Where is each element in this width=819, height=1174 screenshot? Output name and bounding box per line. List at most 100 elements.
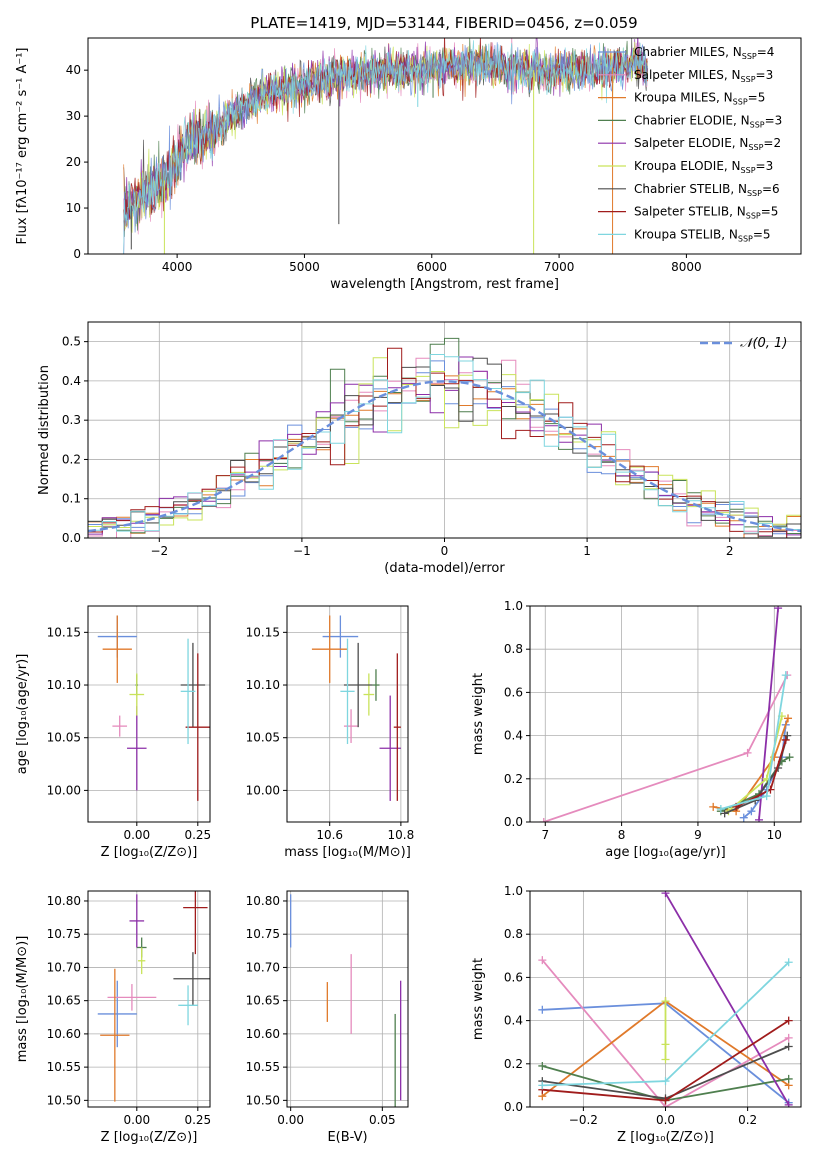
x-tick-label: 5000	[289, 260, 320, 274]
weight-marker	[762, 792, 771, 801]
y-tick-label: 30	[66, 109, 81, 123]
weight-marker	[781, 735, 790, 744]
y-tick-label: 10	[66, 201, 81, 215]
histogram-step	[88, 357, 801, 528]
error-bar-point	[322, 615, 359, 658]
error-bar-point	[102, 615, 132, 683]
y-tick-label: 10.55	[246, 1060, 280, 1074]
histogram-step	[88, 347, 801, 538]
x-tick-label: 0.2	[738, 1113, 757, 1127]
x-tick-label: 0.0	[656, 1113, 675, 1127]
x-tick-label: 0.25	[184, 1113, 211, 1127]
y-tick-label: 10.55	[47, 1060, 81, 1074]
weight-marker	[538, 956, 547, 965]
x-tick-label: 0	[441, 544, 449, 558]
y-tick-label: 10.00	[47, 783, 81, 797]
axes-frame	[87, 605, 211, 823]
weight-marker	[538, 1005, 547, 1014]
y-axis-label: Flux [fλ10⁻¹⁷ erg cm⁻² s⁻¹ A⁻¹]	[15, 48, 30, 245]
weight-vs-age-panel: 7 8 9 10 0.0 0.2 0.4 0.6 0.8 1.0 age [log₁₀(age/yr…	[471, 599, 802, 860]
x-tick-label: 0.00	[277, 1113, 304, 1127]
weight-marker	[661, 1096, 670, 1105]
spectrum-line	[123, 42, 649, 254]
legend-label: Kroupa ELODIE, NSSP=3	[634, 159, 773, 175]
y-tick-label: 0.6	[504, 970, 523, 984]
mass-vs-metallicity-panel: 0.00 0.25 10.50 10.55 10.60 10.65 10.70 10.75 10…	[15, 890, 211, 1145]
error-bar-point	[107, 984, 157, 1011]
error-bar-point	[173, 952, 210, 1006]
error-bar-point	[112, 715, 128, 737]
y-tick-label: 0.4	[504, 1014, 523, 1028]
y-tick-label: 10.60	[47, 1027, 81, 1041]
age-vs-mass-panel: 10.6 10.8 10.00 10.05 10.10 10.15 mass [log₁₀(…	[246, 605, 415, 860]
weight-marker	[538, 1061, 547, 1070]
y-tick-label: 10.05	[47, 731, 81, 745]
legend-label: Kroupa STELIB, NSSP=5	[634, 227, 771, 243]
error-bar-point	[311, 615, 348, 683]
y-tick-label: 10.80	[246, 894, 280, 908]
weight-marker	[784, 1016, 793, 1025]
y-tick-label: 0.2	[62, 452, 81, 466]
weight-marker	[783, 731, 792, 740]
x-tick-label: 9	[694, 828, 702, 842]
x-axis-label: Z [log₁₀(Z/Z⊙)]	[101, 845, 198, 860]
x-tick-label: 0.00	[123, 1113, 150, 1127]
x-tick-label: 0.05	[369, 1113, 396, 1127]
weight-marker	[784, 1033, 793, 1042]
y-tick-label: 1.0	[504, 599, 523, 613]
y-tick-label: 0.0	[504, 1100, 523, 1114]
y-tick-label: 10.10	[246, 678, 280, 692]
legend-label: Salpeter ELODIE, NSSP=2	[634, 136, 781, 152]
weight-marker	[709, 802, 718, 811]
y-tick-label: 40	[66, 63, 81, 77]
y-tick-label: 10.15	[246, 625, 280, 639]
y-tick-label: 10.65	[47, 994, 81, 1008]
mass-vs-extinction-panel: 0.00 0.05 10.50 10.55 10.60 10.65 10.70 10.75 10…	[246, 890, 409, 1145]
weight-line	[664, 892, 790, 1106]
x-axis-label: (data-model)/error	[384, 561, 505, 576]
x-tick-label: 10.6	[316, 828, 343, 842]
weight-marker	[784, 714, 793, 723]
weight-marker	[747, 807, 756, 816]
legend-label: Salpeter STELIB, NSSP=5	[634, 205, 778, 221]
weight-line	[541, 959, 790, 1107]
y-tick-label: 10.10	[47, 678, 81, 692]
error-bar-point	[129, 673, 145, 716]
y-axis-label: mass weight	[471, 673, 486, 755]
weight-marker	[739, 813, 748, 822]
x-tick-label: 10.8	[388, 828, 415, 842]
y-tick-label: 10.60	[246, 1027, 280, 1041]
legend-label: Salpeter MILES, NSSP=3	[634, 68, 773, 84]
error-bar-point	[100, 968, 130, 1102]
x-axis-label: Z [log₁₀(Z/Z⊙)]	[101, 1130, 198, 1145]
axes-frame	[529, 605, 802, 823]
error-bar-point	[183, 891, 208, 955]
weight-vs-metallicity-panel: −0.2 0.0 0.2 0.0 0.2 0.4 0.6 0.8 1.0 Z [log₁₀(Z/Z…	[471, 884, 802, 1145]
y-axis-label: age [log₁₀(age/yr)]	[15, 654, 30, 775]
x-axis-label: E(B-V)	[327, 1130, 367, 1145]
y-tick-label: 10.70	[47, 960, 81, 974]
weight-marker	[781, 671, 790, 680]
x-tick-label: 8	[618, 828, 626, 842]
legend-label: Kroupa MILES, NSSP=5	[634, 91, 765, 107]
weight-marker	[784, 1074, 793, 1083]
error-bar-point	[127, 706, 147, 791]
y-tick-label: 10.75	[47, 927, 81, 941]
x-tick-label: −0.2	[569, 1113, 598, 1127]
spectrum-panel: 4000 5000 6000 7000 8000 0 10 20 30 40 wavelength …	[15, 37, 802, 292]
x-tick-label: −1	[293, 544, 311, 558]
weight-marker	[661, 1077, 670, 1086]
axes-frame	[286, 605, 409, 823]
y-tick-label: 10.00	[246, 783, 280, 797]
residual-histogram-panel: −2 −1 0 1 2 0.0 0.1 0.2 0.3 0.4 0.5 (data-model)/er…	[37, 321, 802, 576]
legend-label: 𝒩(0, 1)	[740, 336, 787, 351]
x-tick-label: 1	[583, 544, 591, 558]
error-bar-point	[138, 947, 146, 975]
weight-marker	[774, 606, 783, 613]
y-tick-label: 0.2	[504, 772, 523, 786]
y-tick-label: 0.0	[504, 815, 523, 829]
error-bar-point	[340, 638, 355, 745]
y-tick-label: 0.5	[62, 335, 81, 349]
error-bar-point	[180, 638, 196, 745]
